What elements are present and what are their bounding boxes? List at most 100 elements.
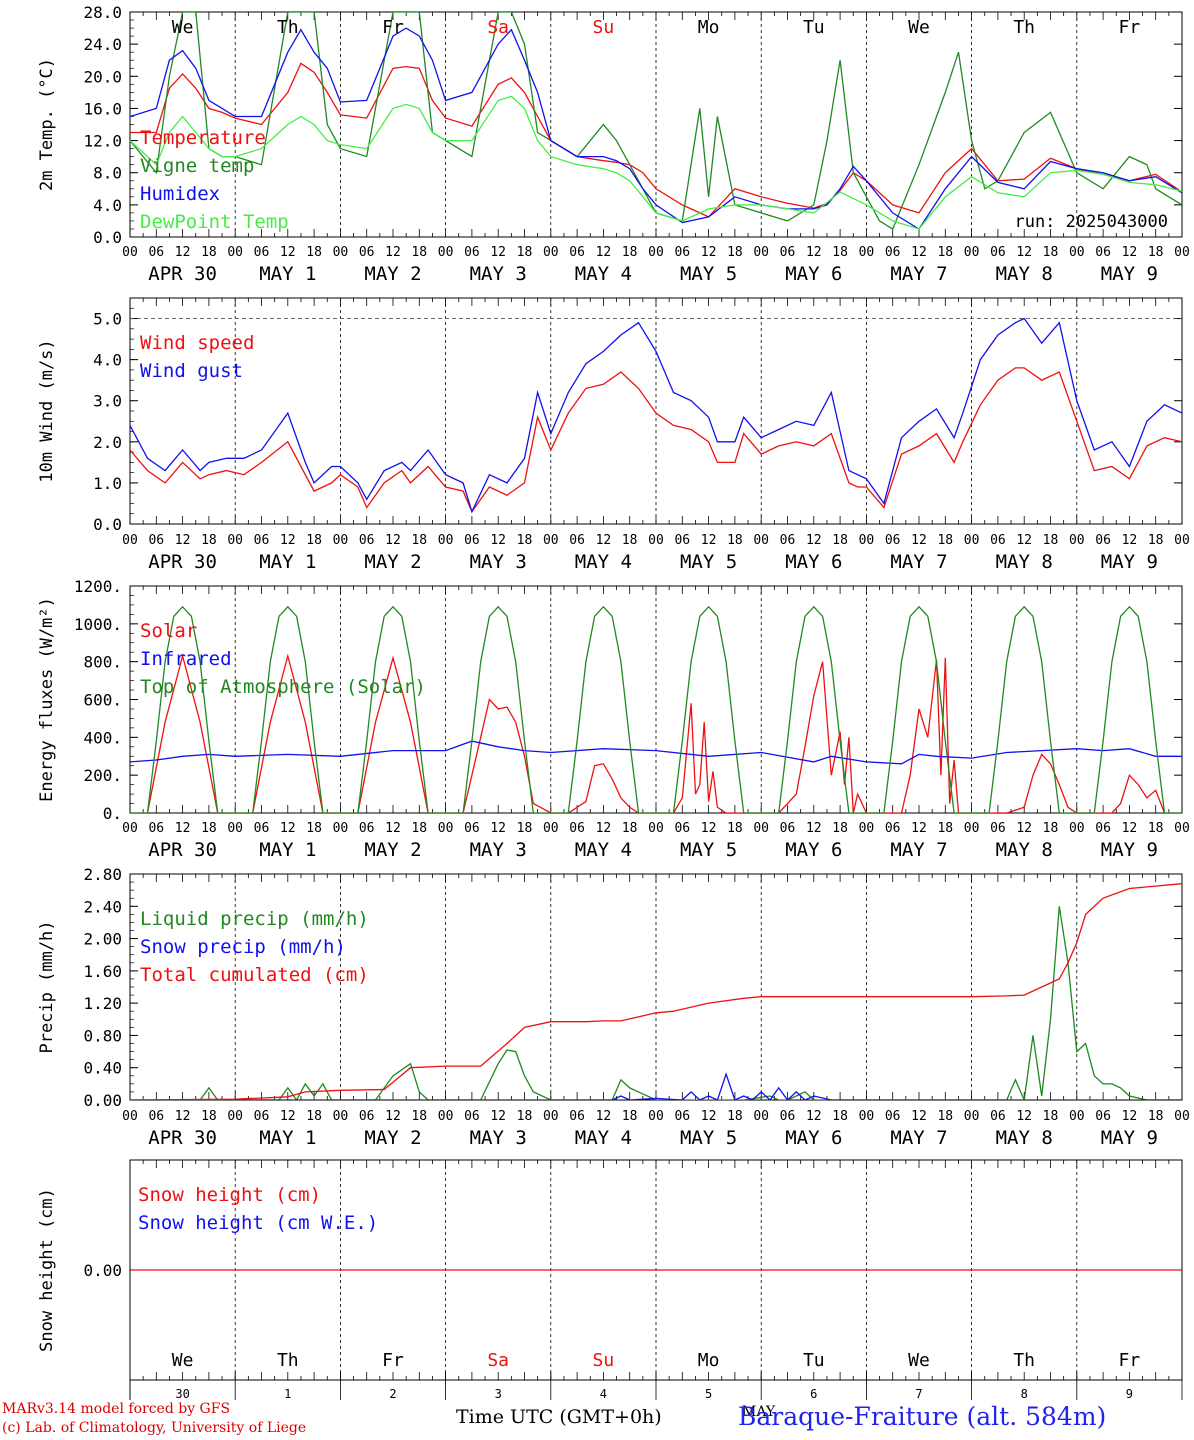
hour-label: 12 [385,1109,401,1124]
day-name: We [172,17,194,38]
bottom-day-number: 2 [389,1387,396,1401]
hour-label: 12 [806,533,822,548]
y-tick-label: 0.00 [83,1261,122,1280]
hour-label: 18 [1148,533,1164,548]
hour-label: 06 [780,1109,796,1124]
hour-label: 00 [859,533,875,548]
hour-label: 18 [306,1109,322,1124]
date-label: MAY 5 [680,263,737,285]
hour-label: 18 [1043,1109,1059,1124]
hour-label: 18 [306,821,322,836]
hour-label: 06 [990,245,1006,260]
hour-label: 00 [753,533,769,548]
legend-entry: Liquid precip (mm/h) [140,908,369,930]
hour-label: 12 [806,245,822,260]
hour-label: 00 [1069,1109,1085,1124]
hour-label: 06 [885,1109,901,1124]
hour-label: 18 [517,821,533,836]
hour-label: 12 [911,245,927,260]
hour-label: 18 [517,533,533,548]
hour-label: 18 [832,1109,848,1124]
hour-label: 12 [385,533,401,548]
hour-label: 00 [227,1109,243,1124]
hour-label: 12 [280,533,296,548]
y-tick-label: 24.0 [83,35,122,54]
hour-label: 18 [727,1109,743,1124]
day-name: Fr [1119,17,1141,38]
hour-label: 00 [859,821,875,836]
hour-label: 12 [701,245,717,260]
hour-label: 06 [569,533,585,548]
hour-label: 00 [753,245,769,260]
hour-label: 06 [1095,245,1111,260]
day-name: Th [1013,17,1035,38]
day-name: Su [593,17,615,38]
hour-label: 00 [648,821,664,836]
bottom-day-number: 7 [915,1387,922,1401]
hour-label: 12 [1122,245,1138,260]
hour-label: 06 [885,821,901,836]
hour-label: 12 [596,821,612,836]
date-label: MAY 9 [1101,839,1158,861]
hour-label: 18 [306,245,322,260]
hour-label: 18 [517,245,533,260]
run-label: run: 2025043000 [1014,212,1168,232]
legend-entry: Top of Atmosphere (Solar) [140,676,426,698]
bottom-day-number: 30 [175,1387,189,1401]
hour-label: 06 [780,821,796,836]
hour-label: 18 [201,245,217,260]
y-tick-label: 0. [103,804,122,823]
hour-label: 18 [411,533,427,548]
hour-label: 12 [175,821,191,836]
day-name: Tu [803,17,825,38]
date-label: MAY 9 [1101,551,1158,573]
date-label: MAY 3 [470,1127,527,1149]
hour-label: 18 [201,1109,217,1124]
hour-label: 06 [569,821,585,836]
date-label: MAY 1 [259,551,316,573]
hour-label: 12 [490,245,506,260]
hour-label: 18 [832,245,848,260]
series-line [130,367,1182,514]
hour-label: 00 [227,821,243,836]
hour-label: 00 [648,533,664,548]
hour-label: 00 [859,245,875,260]
legend-entry: Snow precip (mm/h) [140,936,346,958]
hour-label: 12 [280,245,296,260]
y-tick-label: 400. [83,728,122,747]
hour-label: 12 [596,245,612,260]
hour-label: 06 [148,1109,164,1124]
bottom-day-number: 5 [705,1387,712,1401]
y-tick-label: 16.0 [83,99,122,118]
hour-label: 12 [1016,245,1032,260]
y-tick-label: 8.0 [93,164,122,183]
bottom-day-name: Mo [698,1350,720,1371]
hour-label: 18 [1043,821,1059,836]
date-label: APR 30 [148,839,217,861]
hour-label: 00 [753,821,769,836]
day-name: Th [277,17,299,38]
hour-label: 06 [1095,821,1111,836]
hour-label: 12 [701,1109,717,1124]
hour-label: 06 [148,533,164,548]
hour-label: 00 [122,1109,138,1124]
hour-label: 18 [1148,821,1164,836]
bottom-day-number: 3 [495,1387,502,1401]
day-name: Mo [698,17,720,38]
date-label: MAY 4 [575,551,632,573]
series-line [130,740,1182,765]
hour-label: 18 [622,245,638,260]
date-label: MAY 6 [785,263,842,285]
hour-label: 12 [1122,821,1138,836]
hour-label: 00 [1069,245,1085,260]
y-tick-label: 5.0 [93,310,122,329]
hour-label: 00 [1069,533,1085,548]
date-label: MAY 1 [259,263,316,285]
y-tick-label: 28.0 [83,3,122,22]
hour-label: 00 [333,245,349,260]
date-label: MAY 2 [364,263,421,285]
y-tick-label: 2.40 [83,897,122,916]
hour-label: 00 [438,821,454,836]
date-label: MAY 9 [1101,263,1158,285]
hour-label: 06 [990,821,1006,836]
